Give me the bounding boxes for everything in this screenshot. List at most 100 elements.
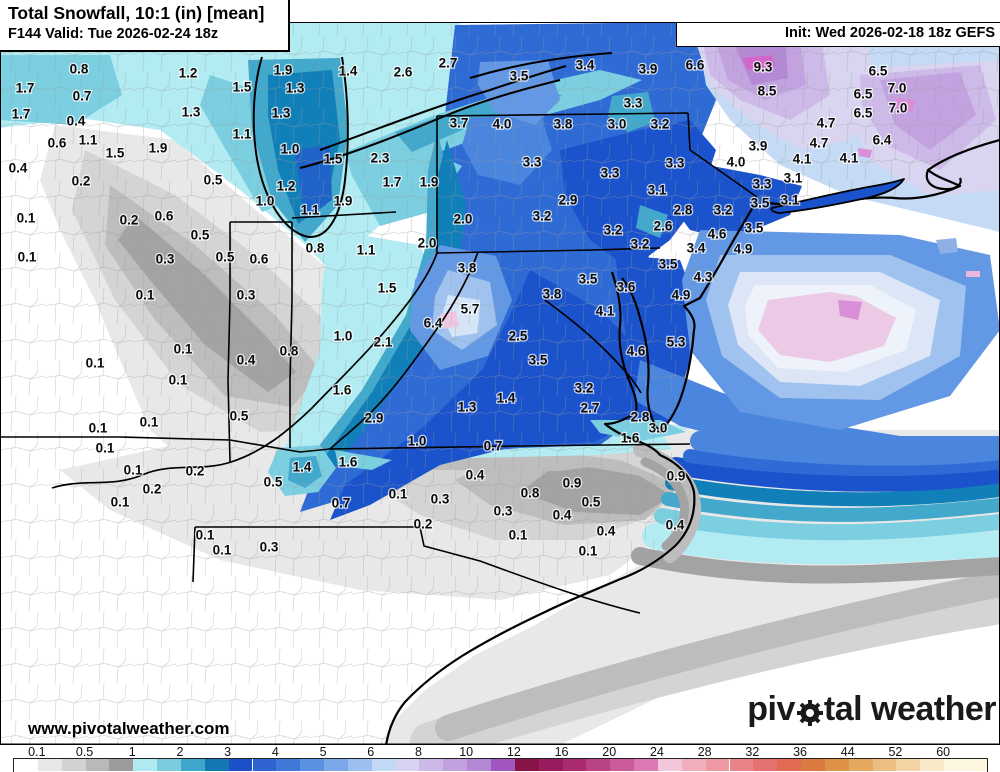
map-title: Total Snowfall, 10:1 (in) [mean] — [8, 3, 265, 23]
colorbar-cell — [681, 759, 706, 771]
snowfall-value-label: 4.9 — [672, 288, 691, 303]
snowfall-value-label: 0.8 — [70, 62, 89, 77]
colorbar-cell — [228, 759, 253, 771]
region-ocean-band-blue3 — [690, 431, 1000, 466]
colorbar-tick: 28 — [697, 745, 712, 759]
colorbar-cell — [300, 759, 325, 771]
region-ocean-band-gray4 — [631, 547, 1000, 584]
colorbar-cell — [157, 759, 181, 771]
colorbar-cell — [419, 759, 444, 771]
colorbar-cell — [920, 759, 945, 771]
snowfall-value-label: 2.6 — [394, 65, 413, 80]
snowfall-value-label: 0.1 — [124, 463, 143, 478]
snowfall-value-label: 5.7 — [461, 302, 480, 317]
snowfall-value-label: 3.3 — [753, 177, 772, 192]
snowfall-value-label: 3.0 — [608, 117, 627, 132]
snowfall-value-label: 1.0 — [408, 434, 427, 449]
colorbar-cell — [371, 759, 396, 771]
colorbar-tick: 44 — [840, 745, 855, 759]
colorbar-cell — [85, 759, 110, 771]
colorbar-tick: 8 — [414, 745, 422, 759]
snowfall-value-label: 1.1 — [79, 133, 98, 148]
snowfall-value-label: 3.1 — [784, 171, 803, 186]
colorbar-cell — [848, 759, 873, 771]
colorbar-tick: 1 — [128, 745, 136, 759]
map-valid-time: F144 Valid: Tue 2026-02-24 18z — [8, 26, 219, 42]
snowfall-value-label: 0.9 — [667, 469, 686, 484]
snowfall-value-label: 1.7 — [383, 175, 402, 190]
snowfall-value-label: 3.5 — [529, 353, 548, 368]
snowfall-value-label: 3.3 — [666, 156, 685, 171]
snowfall-value-label: 4.1 — [596, 304, 615, 319]
snowfall-value-label: 3.5 — [745, 221, 764, 236]
colorbar-tick: 0.5 — [75, 745, 94, 759]
snowfall-value-label: 4.6 — [627, 344, 646, 359]
snowfall-value-label: 1.0 — [256, 194, 275, 209]
snowfall-value-label: 3.4 — [687, 241, 706, 256]
region-ocean-band-cyan1 — [642, 523, 1000, 565]
snowfall-value-label: 0.2 — [143, 482, 162, 497]
colorbar-cell — [896, 759, 921, 771]
snowfall-value-label: 4.0 — [493, 117, 512, 132]
colorbar-cell — [872, 759, 897, 771]
snowfall-value-label: 3.3 — [624, 96, 643, 111]
snowfall-value-label: 1.6 — [339, 455, 358, 470]
snowfall-value-label: 3.2 — [714, 203, 733, 218]
snowfall-value-label: 0.6 — [250, 252, 269, 267]
snowfall-value-label: 3.6 — [617, 280, 636, 295]
colorbar-cell — [729, 759, 754, 771]
region-ocean-band-royal — [667, 457, 1000, 492]
snowfall-value-label: 1.5 — [378, 281, 397, 296]
region-ocean-band-blue1 — [665, 476, 1000, 507]
snowfall-value-label: 0.4 — [237, 353, 256, 368]
snowfall-value-label: 7.0 — [889, 101, 908, 116]
snowfall-value-label: 0.5 — [191, 228, 210, 243]
snowfall-value-label: 3.5 — [751, 196, 770, 211]
snowfall-value-label: 0.1 — [136, 288, 155, 303]
snowfall-value-label: 0.2 — [120, 213, 139, 228]
snowfall-value-label: 6.5 — [854, 87, 873, 102]
colorbar-cell — [801, 759, 825, 771]
snowfall-value-label: 7.0 — [888, 81, 907, 96]
colorbar-cell — [514, 759, 539, 771]
border-great-lakes-shorelines — [252, 52, 613, 239]
snowfall-value-label: 2.0 — [454, 212, 473, 227]
snowfall-value-label: 1.1 — [233, 127, 252, 142]
snowfall-value-label: 3.3 — [601, 166, 620, 181]
colorbar-tick: 36 — [793, 745, 807, 759]
colorbar-cell — [705, 759, 730, 771]
snowfall-value-label: 3.2 — [651, 117, 670, 132]
colorbar-footer: 0.1 0.5 1 2 3 4 5 6 8 10 12 16 20 24 28 32 36 44 52 60 — [0, 744, 1000, 772]
colorbar-tick: 60 — [936, 745, 951, 759]
snowfall-value-label: 1.4 — [497, 391, 516, 406]
snowfall-value-label: 1.7 — [12, 107, 31, 122]
snowfall-value-label: 0.2 — [72, 174, 91, 189]
snowfall-value-label: 0.1 — [111, 495, 130, 510]
snowfall-value-label: 0.8 — [521, 486, 540, 501]
snowfall-value-label: 4.1 — [840, 151, 859, 166]
colorbar-cell — [14, 759, 38, 771]
snowfall-value-label: 5.3 — [667, 335, 686, 350]
logo-text-tal-weather: tal weather — [823, 690, 997, 728]
colorbar-cell — [37, 759, 62, 771]
snowfall-value-label: 2.7 — [581, 401, 600, 416]
colorbar-tick: 10 — [459, 745, 474, 759]
region-ocean-band-blue2 — [683, 449, 1000, 477]
colorbar-tick: 32 — [745, 745, 760, 759]
colorbar-cell — [753, 759, 778, 771]
border-state-borders — [0, 112, 758, 614]
snowfall-value-label: 0.1 — [86, 356, 105, 371]
snowfall-value-label: 0.5 — [230, 409, 249, 424]
snowfall-value-label: 0.4 — [597, 524, 616, 539]
snowfall-value-label: 3.0 — [649, 421, 668, 436]
snowfall-value-label: 6.5 — [869, 64, 888, 79]
snowfall-value-label: 0.7 — [484, 439, 503, 454]
snowfall-value-label: 2.8 — [631, 410, 650, 425]
snowfall-value-labels: 0.8 1.2 1.9 1.4 2.6 2.7 3.5 3.4 3.9 6.6 9.3 6.5 1.7 0… — [7, 54, 908, 560]
snowfall-value-label: 0.5 — [264, 475, 283, 490]
snowfall-value-label: 4.0 — [727, 155, 746, 170]
snowfall-value-label: 3.2 — [533, 209, 552, 224]
snowfall-value-label: 4.1 — [793, 152, 812, 167]
snowfall-value-label: 4.6 — [708, 227, 727, 242]
